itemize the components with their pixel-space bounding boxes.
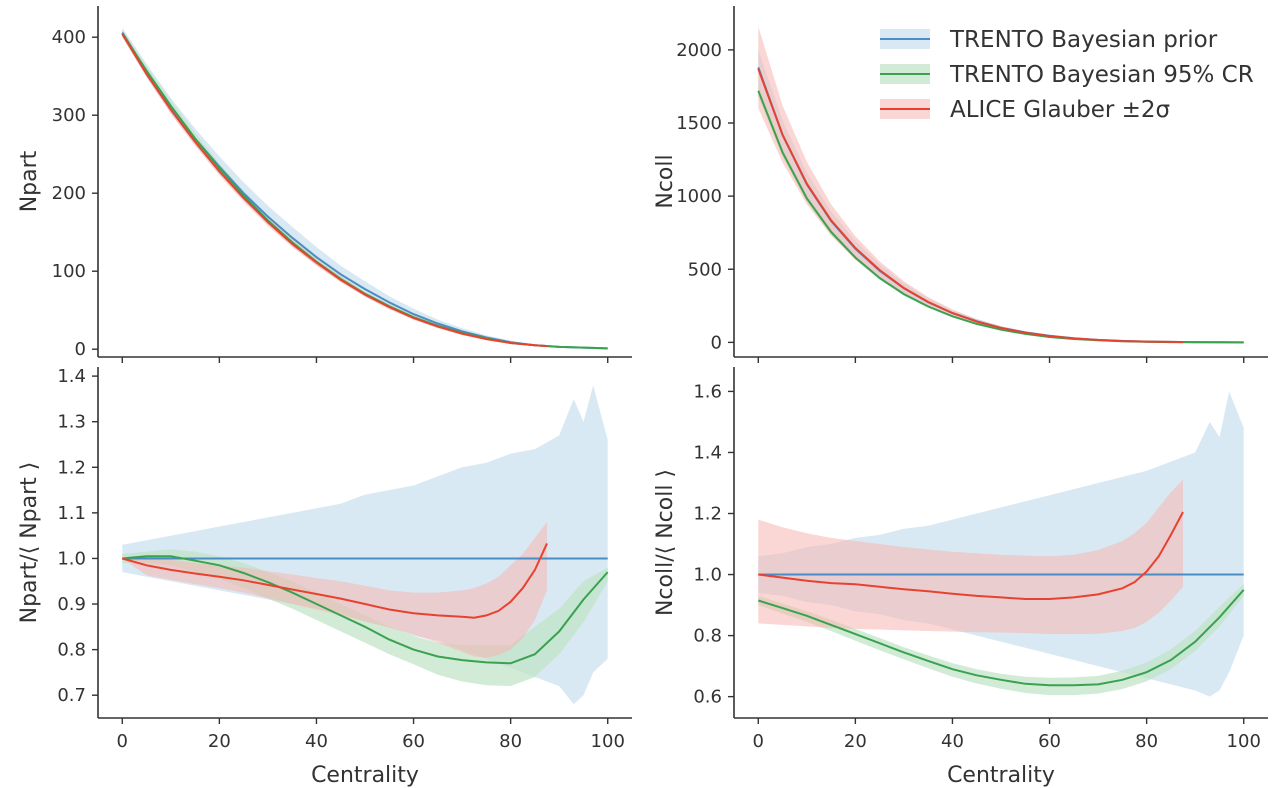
y-tick-label: 1.6 <box>693 381 722 402</box>
y-tick-label: 1.2 <box>693 504 722 525</box>
x-tick-label: 60 <box>1038 731 1061 752</box>
band-cr <box>122 29 608 349</box>
band-cr <box>758 583 1244 696</box>
x-tick-label: 40 <box>941 731 964 752</box>
plot-area <box>121 27 608 350</box>
band-prior <box>758 49 1244 343</box>
y-tick-label: 2000 <box>676 40 722 61</box>
legend-item-glauber: ALICE Glauber ±2σ <box>880 97 1170 123</box>
y-tick-label: 0.7 <box>57 685 86 706</box>
y-tick-label: 500 <box>688 259 722 280</box>
y-tick-label: 0.6 <box>693 687 722 708</box>
plot-area <box>758 391 1245 697</box>
plot-area <box>122 385 609 705</box>
y-tick-label: 0.9 <box>57 594 86 615</box>
y-tick-label: 1.2 <box>57 457 86 478</box>
x-tick-label: 80 <box>1135 731 1158 752</box>
x-tick-label: 80 <box>499 731 522 752</box>
y-tick-label: 400 <box>52 27 86 48</box>
line-cr <box>121 32 608 350</box>
y-tick-label: 1.0 <box>693 565 722 586</box>
y-axis-title: Ncoll <box>653 154 678 208</box>
x-tick-label: 0 <box>117 731 128 752</box>
panel-bottom-right: 0.6 0.8 1.0 1.2 1.4 1.6 0 20 40 60 80 100 Ncoll/⟨ Nc… <box>653 367 1268 788</box>
band-glauber <box>122 522 548 658</box>
x-tick-label: 20 <box>208 731 231 752</box>
x-tick-label: 0 <box>753 731 764 752</box>
band-glauber <box>758 26 1183 343</box>
y-axis-title: Ncoll/⟨ Ncoll ⟩ <box>653 469 678 616</box>
line-cr <box>122 555 609 665</box>
x-tick-label: 60 <box>402 731 425 752</box>
plot-area <box>757 26 1244 344</box>
y-tick-label: 1.0 <box>57 548 86 569</box>
y-tick-label: 0 <box>711 332 722 353</box>
y-tick-label: 300 <box>52 105 86 126</box>
y-axis-title: Npart <box>17 150 42 212</box>
x-tick-label: 100 <box>1227 731 1261 752</box>
band-prior <box>122 27 608 349</box>
band-glauber <box>758 479 1183 635</box>
line-prior <box>121 31 608 350</box>
panels: 0100200300400Npart0500100015002000Ncoll0… <box>17 6 1268 788</box>
legend-label: ALICE Glauber ±2σ <box>950 97 1170 123</box>
x-axis-title: Centrality <box>311 763 419 788</box>
x-tick-label: 100 <box>591 731 625 752</box>
y-axis-title: Npart/⟨ Npart ⟩ <box>17 462 42 624</box>
legend-item-prior: TRENTO Bayesian prior <box>880 27 1218 53</box>
x-tick-label: 40 <box>305 731 328 752</box>
y-tick-label: 0.8 <box>57 640 86 661</box>
panel-top-right: 0 500 1000 1500 2000 Ncoll <box>653 6 1268 363</box>
x-tick-label: 20 <box>844 731 867 752</box>
y-tick-label: 1.4 <box>57 366 86 387</box>
legend-label: TRENTO Bayesian 95% CR <box>949 62 1254 88</box>
legend-label: TRENTO Bayesian prior <box>949 27 1218 53</box>
line-glauber <box>757 68 1184 344</box>
y-tick-label: 1.4 <box>693 442 722 463</box>
panel-bottom-left: 0.7 0.8 0.9 1.0 1.1 1.2 1.3 1.4 0 20 40 60 80 100 Npar… <box>17 366 632 788</box>
band-glauber <box>122 31 548 347</box>
line-glauber <box>122 542 548 619</box>
line-glauber <box>758 511 1184 600</box>
y-tick-label: 100 <box>52 261 86 282</box>
y-tick-label: 0 <box>75 339 86 360</box>
panel-top-left: 0 100 200 300 400 Npart <box>17 6 632 363</box>
y-tick-label: 1.3 <box>57 412 86 433</box>
y-tick-label: 0.8 <box>693 626 722 647</box>
y-tick-label: 1500 <box>676 113 722 134</box>
line-glauber <box>121 33 548 348</box>
y-tick-label: 200 <box>52 183 86 204</box>
line-cr <box>758 589 1245 687</box>
x-axis-title: Centrality <box>947 763 1055 788</box>
y-tick-label: 1.1 <box>57 503 86 524</box>
legend: TRENTO Bayesian prior TRENTO Bayesian 95%… <box>880 27 1254 123</box>
legend-item-cr: TRENTO Bayesian 95% CR <box>880 62 1254 88</box>
y-tick-label: 1000 <box>676 186 722 207</box>
